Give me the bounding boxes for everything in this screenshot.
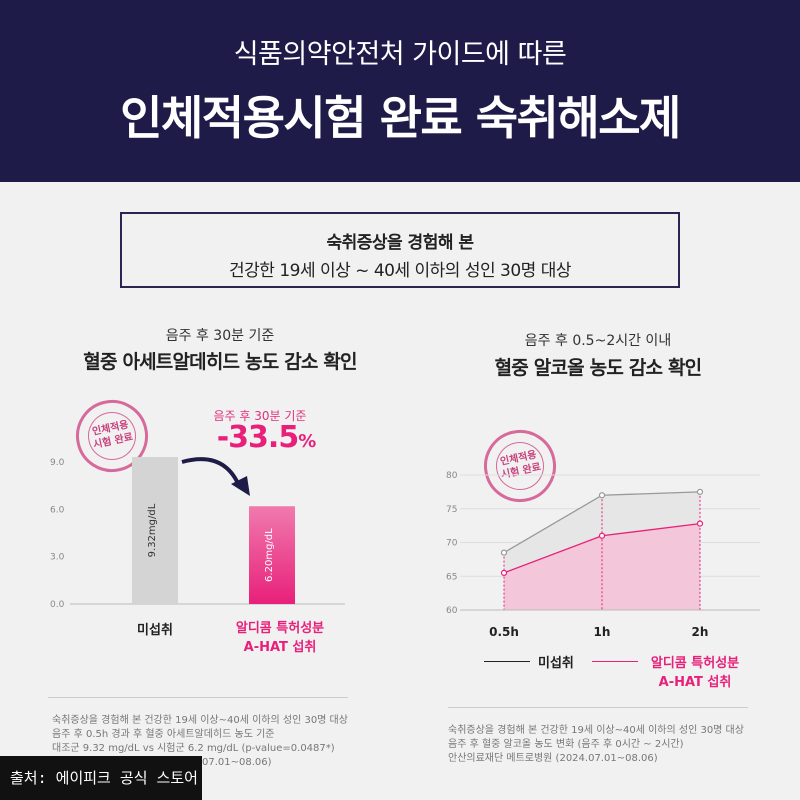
legend-test-line2: A-HAT 섭취: [658, 675, 732, 690]
control-point: [500, 549, 508, 556]
test-point: [500, 569, 508, 576]
y-tick-label: 9.0: [50, 458, 65, 468]
left-footnote: 숙취증상을 경험해 본 건강한 19세 이상~40세 이하의 성인 30명 대상…: [52, 714, 372, 770]
line-chart: 60 65 70 75 80 0.5h 1h 2h: [446, 471, 760, 639]
bar-category-test-line1: 알디콤 특허성분: [235, 621, 325, 636]
bar-category-test-line2: A-HAT 섭취: [243, 640, 317, 655]
test-area: [504, 523, 700, 610]
right-footnote-line: 음주 후 혈중 알코올 농도 변화 (음주 후 0시간 ~ 2시간): [448, 739, 684, 750]
left-footnote-line: 대조군 9.32 mg/dL vs 시험군 6.2 mg/dL (p-value…: [52, 743, 335, 754]
legend-control-swatch: [484, 661, 530, 662]
bar-test: [249, 506, 295, 604]
header-banner: 식품의약안전처 가이드에 따른 인체적용시험 완료 숙취해소제: [0, 0, 800, 182]
x-tick-label: 0.5h: [489, 625, 519, 639]
right-footnote-line: 안산의료재단 메트로병원 (2024.07.01~08.06): [448, 753, 658, 764]
right-panel-title: 혈중 알코올 농도 감소 확인: [494, 357, 703, 379]
x-tick-label: 1h: [594, 625, 611, 639]
control-point: [696, 488, 704, 495]
y-tick-label: 70: [446, 539, 458, 549]
reduction-arrow: [181, 457, 242, 489]
bar-control: [132, 457, 178, 604]
control-point: [598, 492, 606, 499]
right-footnote-divider: [448, 707, 748, 708]
y-tick-label: 80: [446, 471, 458, 481]
right-footnote: 숙취증상을 경험해 본 건강한 19세 이상~40세 이하의 성인 30명 대상…: [448, 724, 778, 766]
reduction-caption: 음주 후 30분 기준: [213, 409, 307, 423]
legend-test-label: 알디콤 특허성분 A-HAT 섭취: [640, 652, 750, 690]
test-point: [598, 532, 606, 539]
right-panel-caption: 음주 후 0.5~2시간 이내: [524, 333, 672, 349]
source-label: 출처: 에이피크 공식 스토어: [0, 756, 202, 800]
reduction-percent: -33.5%: [196, 420, 336, 455]
study-target-line1: 숙취증상을 경험해 본: [326, 233, 474, 253]
legend-test-line1: 알디콤 특허성분: [650, 656, 740, 671]
y-tick-label: 75: [446, 505, 457, 515]
bar-category-control: 미섭취: [137, 623, 173, 638]
bar-value-label: 9.32mg/dL: [147, 503, 158, 557]
reduction-arrowhead: [231, 476, 250, 496]
bar-category-test: 알디콤 특허성분 A-HAT 섭취: [220, 617, 340, 655]
bar-value-label: 6.20mg/dL: [264, 528, 275, 582]
y-tick-label: 0.0: [50, 600, 65, 610]
y-tick-label: 65: [446, 572, 457, 582]
y-tick-label: 60: [446, 606, 458, 616]
left-panel-title: 혈중 아세트알데히드 농도 감소 확인: [83, 351, 357, 373]
left-footnote-divider: [48, 697, 348, 698]
legend-test-swatch: [592, 661, 638, 662]
study-target-line2: 건강한 19세 이상 ~ 40세 이하의 성인 30명 대상: [229, 261, 571, 281]
reduction-unit: %: [298, 431, 316, 452]
y-tick-label: 3.0: [50, 553, 65, 563]
right-footnote-line: 숙취증상을 경험해 본 건강한 19세 이상~40세 이하의 성인 30명 대상: [448, 725, 744, 736]
x-tick-label: 2h: [692, 625, 709, 639]
legend-control-label: 미섭취: [538, 656, 574, 671]
y-tick-label: 6.0: [50, 505, 65, 515]
bar-chart: 0.0 3.0 6.0 9.0 9.32mg/dL 6.20mg/dL: [50, 457, 345, 610]
header-subtitle: 식품의약안전처 가이드에 따른: [233, 39, 567, 70]
reduction-value: -33.5: [216, 420, 299, 455]
left-footnote-line: 07.01~08.06): [202, 757, 272, 768]
left-footnote-line: 음주 후 0.5h 경과 후 혈중 아세트알데히드 농도 기준: [52, 729, 275, 740]
left-footnote-line: 숙취증상을 경험해 본 건강한 19세 이상~40세 이하의 성인 30명 대상: [52, 715, 348, 726]
study-target-box: 숙취증상을 경험해 본 건강한 19세 이상 ~ 40세 이하의 성인 30명 …: [120, 212, 680, 288]
left-panel-caption: 음주 후 30분 기준: [165, 328, 275, 344]
test-point: [696, 520, 704, 527]
header-title: 인체적용시험 완료 숙취해소제: [120, 91, 681, 145]
